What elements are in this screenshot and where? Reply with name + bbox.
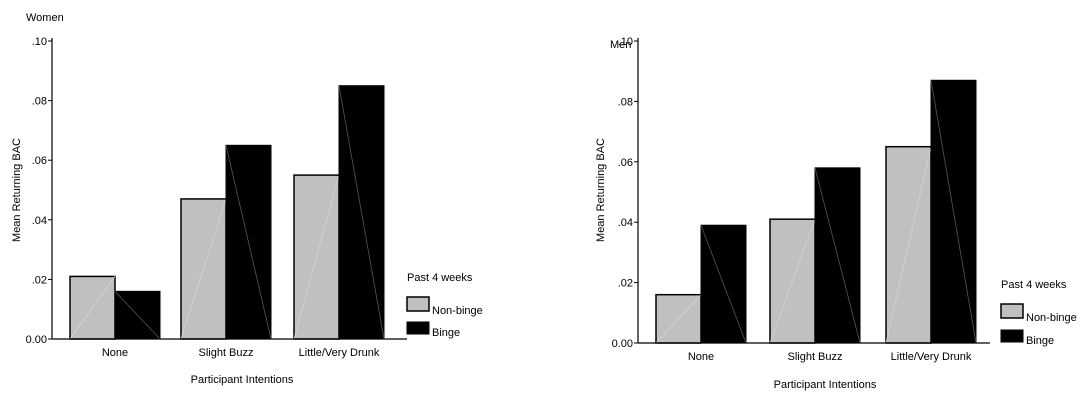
bar-shading [338,85,385,340]
legend-title: Past 4 weeks [407,272,473,284]
bar-shading [655,294,702,344]
bar-shading [930,80,977,344]
chart-men: Men Mean Returning BAC .10 .08 .06 .04 .02 0.00… [595,36,1077,391]
y-axis-label: Mean Returning BAC [595,138,607,242]
y-tick-label: .02 [32,274,47,286]
bar-shading [885,146,932,344]
y-axis-label: Mean Returning BAC [11,138,23,242]
legend-swatch-binge [1000,329,1024,343]
y-tick-label: .08 [618,96,633,108]
y-tick-label: .04 [32,215,47,227]
bar-shading [180,198,227,340]
x-axis-label: Participant Intentions [191,374,294,386]
legend: Past 4 weeks Non-binge Binge [406,272,483,339]
bar-shading [700,225,747,344]
x-tick-label: Little/Very Drunk [891,351,972,363]
legend-swatch-non-binge [1000,303,1024,319]
y-tick-label: .06 [618,157,633,169]
y-tick-label: .02 [618,278,633,290]
legend-label-binge: Binge [432,327,460,339]
chart-women: Women Mean Returning BAC .10 .08 .06 .04 .02 0.… [11,12,483,386]
y-tick-label: .04 [618,217,633,229]
bar-shading [769,219,816,344]
x-tick-label: Slight Buzz [787,351,842,363]
x-tick-label: None [688,351,714,363]
y-tick-label: 0.00 [612,338,633,350]
y-tick-label: 0.00 [26,334,47,346]
bar-shading [225,145,272,340]
y-tick-label: .10 [618,36,633,48]
chart-title: Women [26,12,64,24]
bar-shading [293,174,340,340]
legend-swatch-binge [406,321,430,335]
legend-swatch-non-binge [406,296,430,312]
y-tick-label: .08 [32,96,47,108]
legend-title: Past 4 weeks [1001,279,1067,291]
bar-shading [69,276,116,340]
legend-label-non-binge: Non-binge [1026,312,1077,324]
bar-shading [114,291,161,340]
legend: Past 4 weeks Non-binge Binge [1000,279,1077,347]
chart-title: Men [610,39,631,51]
y-tick-label: .10 [32,36,47,48]
legend-label-binge: Binge [1026,335,1054,347]
x-tick-label: Slight Buzz [198,347,253,359]
x-axis-label: Participant Intentions [774,379,877,391]
x-tick-label: Little/Very Drunk [299,347,380,359]
legend-label-non-binge: Non-binge [432,305,483,317]
y-tick-label: .06 [32,155,47,167]
bar-shading [814,167,861,344]
x-tick-label: None [102,347,128,359]
